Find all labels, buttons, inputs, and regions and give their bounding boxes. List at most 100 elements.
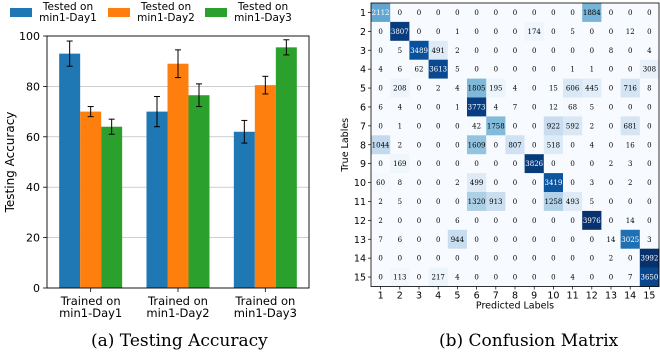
cm-cell — [447, 229, 468, 249]
cm-cell — [390, 154, 410, 174]
cm-value: 0 — [436, 255, 440, 263]
cm-cell — [620, 116, 641, 136]
cm-value: 1884 — [583, 9, 601, 17]
cm-value: 0 — [513, 122, 517, 130]
cm-cell — [543, 59, 564, 79]
cm-value: 2 — [628, 179, 632, 187]
cm-value: 0 — [417, 198, 421, 206]
cm-value: 0 — [513, 236, 517, 244]
cm-cell — [467, 116, 487, 136]
cm-x-tick-label: 5 — [454, 291, 460, 302]
legend-swatch — [205, 8, 227, 17]
cm-cell — [639, 78, 660, 98]
cm-value: 0 — [474, 28, 478, 36]
cm-y-axis-label: True Lables — [340, 118, 351, 173]
cm-value: 0 — [551, 28, 555, 36]
cm-cell — [563, 210, 583, 231]
cm-cell — [371, 78, 391, 98]
cm-cell — [505, 40, 525, 60]
bar — [188, 95, 210, 288]
cm-cell — [371, 210, 391, 231]
cm-y-tick-label: 10 — [354, 178, 366, 189]
cm-value: 16 — [626, 141, 635, 149]
cm-cell — [371, 40, 391, 60]
cm-value: 0 — [570, 9, 574, 17]
cm-cell — [543, 173, 564, 193]
bar — [233, 131, 255, 288]
cm-cell — [390, 135, 410, 155]
cm-cell — [582, 40, 602, 60]
cm-value: 113 — [393, 274, 406, 282]
cm-cell — [428, 78, 449, 98]
cm-value: 0 — [436, 198, 440, 206]
cm-cell — [601, 173, 621, 193]
cm-value: 0 — [378, 160, 382, 168]
x-tick-label: Trained on min1-Day1 — [59, 294, 122, 320]
cm-cell — [371, 192, 391, 212]
cm-value: 3976 — [583, 217, 601, 225]
cm-value: 0 — [417, 274, 421, 282]
cm-value: 7 — [513, 103, 517, 111]
cm-cell — [543, 229, 564, 249]
cm-cell — [390, 267, 410, 287]
cm-value: 0 — [647, 217, 651, 225]
cm-value: 0 — [532, 9, 536, 17]
cm-value: 2 — [455, 47, 459, 55]
cm-value: 0 — [474, 274, 478, 282]
cm-cell — [505, 210, 525, 231]
cm-cell — [639, 116, 660, 136]
cm-value: 68 — [568, 103, 577, 111]
y-tick-label: 0 — [33, 282, 40, 295]
cm-cell — [371, 116, 391, 136]
cm-y-tick-label: 6 — [360, 102, 366, 113]
cm-cell — [486, 192, 506, 212]
cm-value: 944 — [451, 236, 465, 244]
cm-cell — [486, 267, 506, 287]
cm-cell — [524, 229, 545, 249]
cm-cell — [371, 59, 391, 79]
cm-cell — [620, 248, 641, 268]
cm-cell — [371, 173, 391, 193]
cm-value: 0 — [436, 236, 440, 244]
cm-cell — [447, 78, 468, 98]
cm-value: 0 — [609, 217, 613, 225]
cm-value: 0 — [417, 141, 421, 149]
cm-cell — [447, 192, 468, 212]
cm-value: 0 — [590, 274, 594, 282]
cm-cell — [601, 248, 621, 268]
cm-value: 0 — [474, 236, 478, 244]
cm-value: 0 — [513, 179, 517, 187]
cm-value: 0 — [398, 255, 402, 263]
cm-cell — [543, 154, 564, 174]
cm-value: 4 — [513, 85, 518, 93]
cm-value: 0 — [532, 103, 536, 111]
cm-value: 0 — [417, 255, 421, 263]
cm-cell — [543, 210, 564, 231]
cm-value: 3773 — [468, 103, 486, 111]
cm-cell — [639, 59, 660, 79]
cm-cell — [428, 248, 449, 268]
bar — [254, 85, 276, 288]
cm-value: 1 — [570, 66, 574, 74]
cm-cell — [428, 3, 449, 23]
cm-x-tick-label: 8 — [512, 291, 518, 302]
cm-value: 3419 — [544, 179, 562, 187]
cm-cell — [563, 21, 583, 42]
cm-x-tick-label: 11 — [567, 291, 579, 302]
cm-cell — [524, 21, 545, 42]
cm-cell — [601, 229, 621, 249]
cm-value: 0 — [378, 47, 382, 55]
cm-cell — [428, 173, 449, 193]
cm-value: 0 — [378, 122, 382, 130]
cm-cell — [409, 154, 429, 174]
cm-cell — [639, 21, 660, 42]
cm-cell — [428, 154, 449, 174]
cm-cell — [582, 267, 602, 287]
cm-cell — [371, 154, 391, 174]
cm-cell — [524, 210, 545, 231]
cm-cell — [582, 78, 602, 98]
cm-cell — [524, 154, 545, 174]
cm-value: 1 — [590, 66, 594, 74]
cm-value: 0 — [513, 160, 517, 168]
cm-value: 0 — [609, 85, 613, 93]
